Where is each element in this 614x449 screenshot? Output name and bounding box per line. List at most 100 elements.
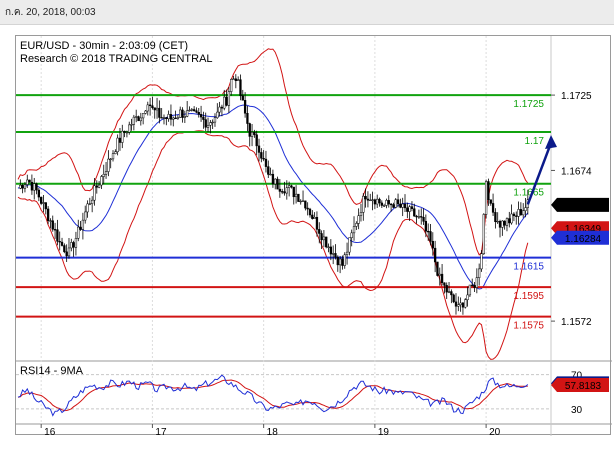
level-label: 1.17: [525, 136, 545, 147]
candle-body: [49, 220, 52, 222]
candle-body: [315, 216, 319, 230]
candle-body: [148, 104, 152, 106]
candle-body: [478, 268, 481, 278]
candle-body: [51, 220, 54, 230]
candle-body: [336, 256, 339, 266]
candle-body: [174, 117, 177, 120]
current-price-label: 1.16507: [565, 201, 602, 212]
candle-body: [364, 195, 367, 200]
candle-body: [459, 302, 462, 306]
candle-body: [209, 122, 212, 126]
candle-body: [190, 109, 193, 111]
moving-average: [17, 104, 529, 290]
candle-body: [392, 204, 395, 208]
candle-body: [97, 184, 101, 188]
level-label: 1.1575: [513, 321, 544, 332]
candle-body: [420, 216, 423, 218]
candle-body: [135, 116, 138, 118]
candle-body: [274, 178, 277, 185]
candle-body: [297, 193, 300, 202]
candle-body: [86, 203, 89, 213]
candle-body: [313, 216, 316, 219]
candle-body: [176, 117, 180, 119]
candle-body: [408, 206, 411, 212]
candle-body: [88, 203, 91, 205]
level-label: 1.1665: [513, 188, 544, 199]
candle-body: [232, 78, 235, 80]
ma-value-badge: [551, 230, 609, 245]
candle-body: [246, 113, 249, 124]
bollinger-value-label: 1.16349: [565, 224, 602, 235]
candle-body: [204, 119, 207, 128]
candle-body: [464, 299, 467, 308]
candle-body: [223, 96, 226, 109]
candle-body: [267, 166, 270, 175]
candle-body: [26, 179, 29, 185]
candle-body: [206, 124, 210, 128]
candle-body: [290, 185, 293, 188]
x-tick-label: 18: [267, 427, 279, 436]
candle-body: [327, 246, 330, 248]
rsi-ma-value-label: 57.8183: [565, 381, 602, 392]
candle-body: [125, 131, 129, 134]
candle-body: [505, 218, 509, 226]
candle-body: [287, 185, 291, 188]
candle-body: [179, 109, 182, 118]
candle-body: [230, 79, 233, 92]
candle-body: [95, 185, 98, 188]
candle-body: [53, 229, 57, 231]
x-axis-layer: 16 17 18 19 20: [40, 424, 501, 436]
candle-body: [123, 130, 126, 133]
bollinger-upper: [17, 48, 529, 256]
candle-body: [137, 116, 140, 122]
rsi-tick-label: 70: [571, 371, 583, 382]
candle-body: [429, 231, 432, 242]
candle-body: [508, 218, 511, 224]
candle-body: [262, 158, 265, 160]
candle-body: [141, 113, 145, 119]
candle-body: [151, 105, 154, 108]
bollinger-lower: [17, 130, 529, 360]
candle-body: [104, 171, 108, 175]
candle-body: [413, 208, 416, 217]
candle-body: [343, 254, 346, 266]
chart-subtitle: Research © 2018 TRADING CENTRAL: [20, 53, 213, 65]
candle-body: [452, 294, 455, 303]
candle-body: [269, 173, 272, 176]
candle-body: [322, 236, 326, 241]
candle-body: [281, 191, 284, 193]
candle-body: [325, 236, 328, 248]
candle-body: [454, 301, 458, 307]
rsi-ma-line: [17, 379, 528, 412]
chart-title: EUR/USD - 30min - 2:03:09 (CET): [20, 40, 188, 52]
candle-body: [255, 134, 258, 147]
levels-layer: 1.1725 1.17 1.1665 1.1615 1.1595 1.1575: [16, 94, 551, 332]
candle-body: [181, 109, 184, 118]
candle-body: [107, 158, 110, 172]
x-tick-label: 19: [378, 427, 390, 436]
candle-body: [382, 205, 386, 207]
candle-body: [132, 116, 136, 125]
candle-body: [348, 237, 351, 253]
candle-body: [220, 106, 224, 109]
candle-body: [433, 247, 437, 263]
candle-body: [91, 199, 94, 204]
candle-body: [318, 229, 321, 234]
candle-body: [301, 200, 305, 202]
candle-body: [278, 188, 282, 192]
candle-body: [484, 181, 488, 215]
candle-body: [396, 199, 400, 205]
candle-body: [271, 173, 275, 185]
candle-body: [376, 198, 379, 205]
rsi-ma-value-badge: [551, 378, 609, 393]
candle-body: [63, 245, 66, 253]
candle-body: [56, 229, 59, 242]
level-label: 1.1725: [513, 99, 544, 110]
candle-body: [512, 213, 516, 217]
candle-body: [369, 199, 372, 202]
candle-body: [197, 112, 200, 115]
candle-body: [355, 223, 358, 227]
candle-body: [385, 200, 388, 206]
candle-body: [352, 226, 356, 234]
candle-body: [422, 217, 425, 222]
